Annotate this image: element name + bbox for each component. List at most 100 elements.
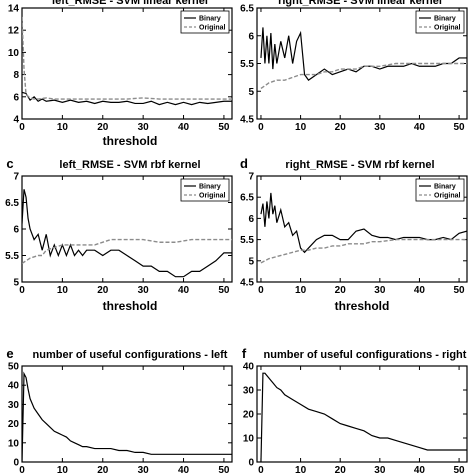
axes-frame (21, 7, 233, 120)
x-tick-label: 50 (454, 285, 466, 296)
panel-title: right_RMSE - SVM linear kernel (278, 0, 442, 7)
axes-frame (21, 365, 233, 463)
series-line-original (22, 16, 232, 100)
panel-title: number of useful configurations - right (264, 349, 467, 361)
x-tick-label: 30 (374, 285, 386, 296)
x-tick-label: 0 (258, 285, 264, 296)
x-tick-label: 10 (295, 122, 307, 133)
y-tick-label: 5.5 (240, 235, 254, 246)
panel-title: left_RMSE - SVM linear kernel (52, 0, 208, 7)
y-tick-label: 30 (243, 386, 255, 397)
x-tick-label: 10 (295, 285, 307, 296)
y-tick-label: 10 (243, 434, 255, 445)
x-tick-label: 50 (218, 285, 230, 296)
y-tick-label: 5 (13, 278, 19, 289)
series-line-binary (22, 91, 232, 106)
x-tick-label: 20 (335, 465, 347, 474)
panel-letter: e (6, 346, 13, 361)
legend: Binary Original (180, 178, 230, 202)
y-tick-label: 6 (248, 31, 254, 42)
x-tick-label: 30 (138, 465, 150, 474)
series-line-original (22, 238, 232, 265)
x-tick-label: 30 (138, 285, 150, 296)
x-tick-label: 50 (218, 465, 230, 474)
x-tick-label: 40 (414, 122, 426, 133)
legend-label: Binary (434, 184, 456, 191)
y-tick-label: 6 (13, 92, 19, 103)
x-axis-label: threshold (103, 134, 158, 148)
legend-box (180, 10, 230, 34)
legend-label: Binary (434, 16, 456, 23)
y-tick-label: 6.5 (240, 193, 254, 204)
x-tick-label: 50 (454, 122, 466, 133)
panel-letter: f (242, 346, 247, 361)
y-tick-label: 5.5 (5, 251, 19, 262)
series-line-original (260, 62, 467, 90)
legend: Binary Original (180, 10, 230, 34)
x-tick-label: 30 (374, 122, 386, 133)
legend: Binary Original (415, 178, 465, 202)
legend-box (415, 10, 465, 34)
x-tick-label: 20 (335, 285, 347, 296)
x-tick-label: 20 (97, 285, 109, 296)
panel-letter: d (240, 156, 248, 171)
y-tick-label: 8 (13, 70, 19, 81)
x-axis-label: threshold (103, 299, 158, 313)
y-tick-label: 6.5 (240, 4, 254, 15)
x-tick-label: 0 (19, 465, 25, 474)
panel-title: left_RMSE - SVM rbf kernel (59, 159, 200, 171)
y-tick-label: 40 (8, 381, 20, 392)
panel-3: left_RMSE - SVM rbf kernel c 0 10 20 30 40 50 5 5… (5, 156, 233, 313)
x-tick-label: 10 (57, 285, 69, 296)
x-tick-label: 0 (258, 465, 264, 474)
x-tick-label: 10 (57, 122, 69, 133)
y-tick-label: 4.5 (240, 115, 254, 126)
legend-label: Original (434, 193, 461, 200)
panel-4: right_RMSE - SVM rbf kernel d 0 10 20 30 40 50 4… (240, 156, 468, 313)
y-tick-label: 0 (248, 458, 254, 469)
series-line-count (22, 371, 232, 462)
x-tick-label: 20 (97, 465, 109, 474)
y-tick-label: 12 (8, 26, 20, 37)
x-tick-label: 20 (335, 122, 347, 133)
legend-label: Original (199, 193, 226, 200)
series-line-binary (260, 27, 467, 81)
panel-1: left_RMSE - SVM linear kernel 0 10 20 30 40 50… (8, 0, 233, 148)
y-tick-label: 6.5 (5, 198, 19, 209)
panel-5: number of useful configurations - left e 0… (6, 346, 233, 474)
y-tick-label: 5.5 (240, 59, 254, 70)
x-tick-label: 0 (19, 122, 25, 133)
series-line-binary (22, 189, 232, 278)
y-tick-label: 10 (8, 48, 20, 59)
y-tick-label: 7 (248, 172, 254, 183)
x-tick-label: 40 (178, 285, 190, 296)
y-tick-label: 14 (8, 4, 20, 15)
x-tick-label: 40 (414, 285, 426, 296)
x-tick-label: 10 (295, 465, 307, 474)
panel-title: number of useful configurations - left (33, 349, 228, 361)
x-tick-label: 30 (138, 122, 150, 133)
x-tick-label: 40 (414, 465, 426, 474)
x-tick-label: 0 (258, 122, 264, 133)
x-tick-label: 10 (57, 465, 69, 474)
legend-label: Binary (199, 184, 221, 191)
y-tick-label: 20 (8, 419, 20, 430)
x-tick-label: 0 (19, 285, 25, 296)
y-tick-label: 50 (8, 362, 20, 373)
y-tick-label: 40 (243, 362, 255, 373)
y-tick-label: 6 (13, 225, 19, 236)
legend-label: Original (199, 25, 226, 32)
legend-box (415, 178, 465, 202)
legend-label: Original (434, 25, 461, 32)
panel-title: right_RMSE - SVM rbf kernel (285, 159, 434, 171)
x-tick-label: 50 (218, 122, 230, 133)
panel-letter: c (6, 156, 13, 171)
panel-6: number of useful configurations - right f… (242, 346, 468, 474)
y-tick-label: 6 (248, 214, 254, 225)
x-tick-label: 30 (374, 465, 386, 474)
axes-frame (256, 365, 468, 463)
series-line-binary (260, 192, 467, 254)
y-tick-label: 4 (13, 115, 19, 126)
panel-2: right_RMSE - SVM linear kernel 0 10 20 30 40 5… (240, 0, 468, 133)
